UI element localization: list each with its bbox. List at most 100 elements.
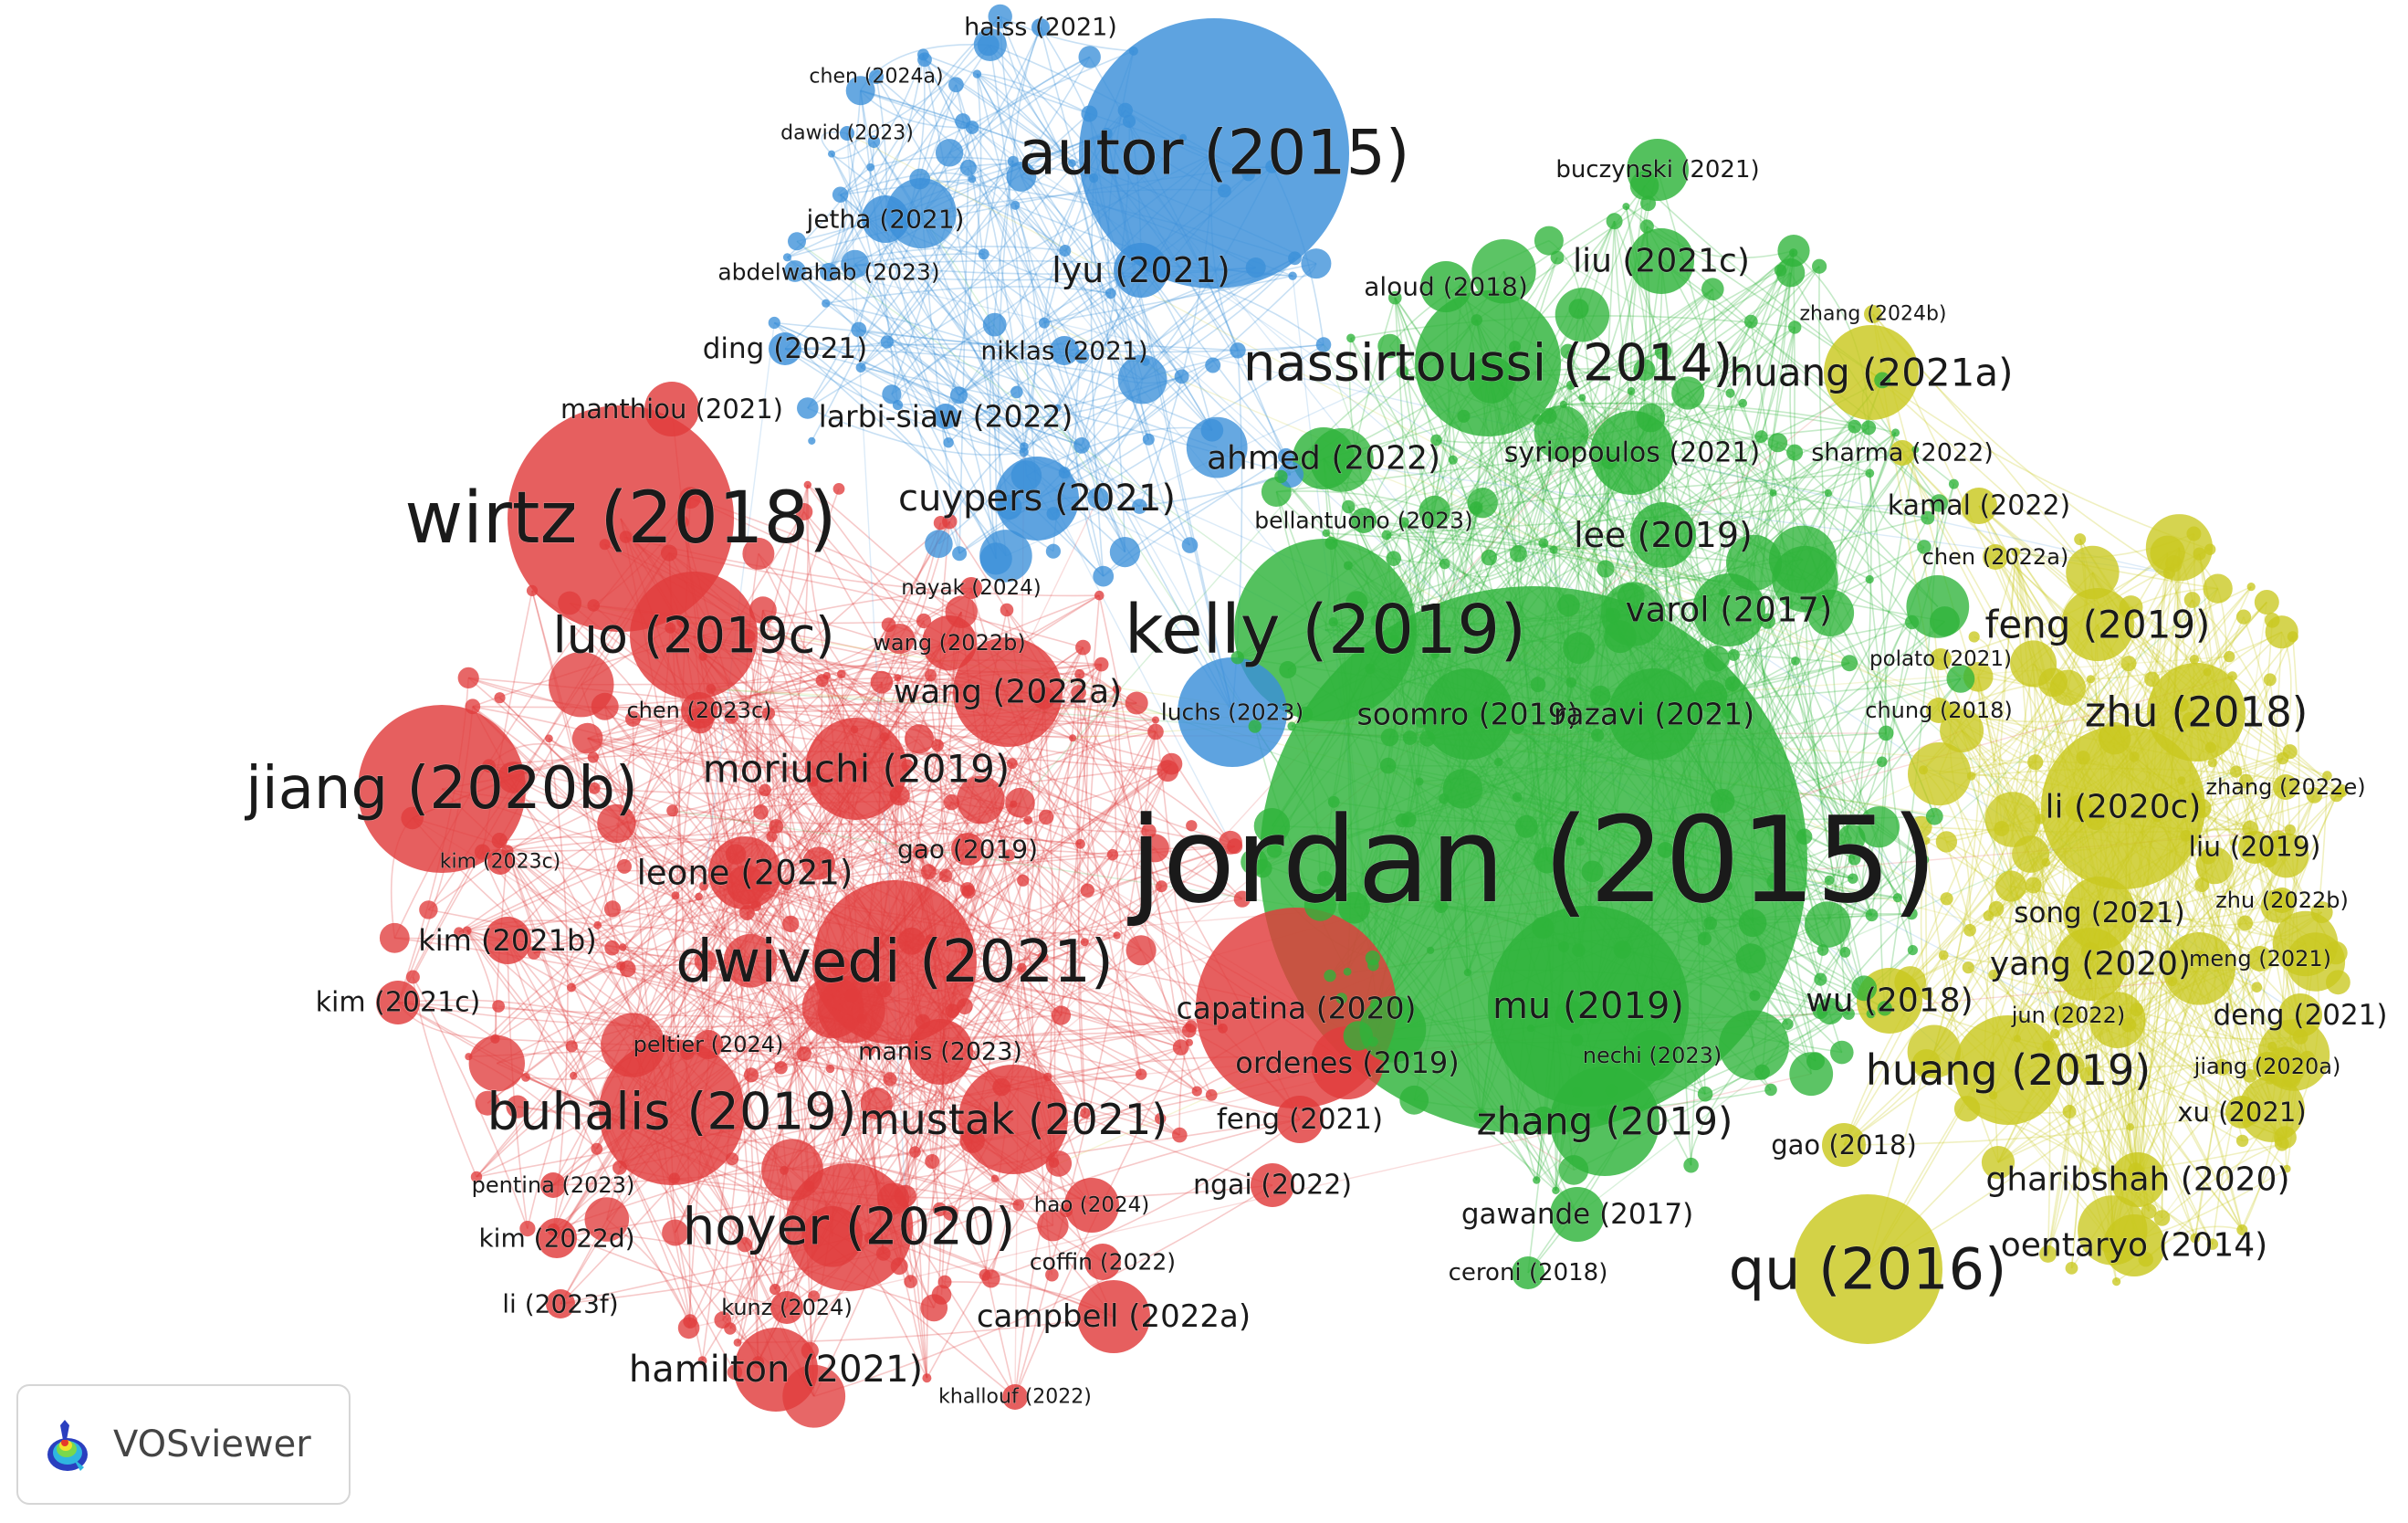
publication-node-unlabeled[interactable] [1112,685,1122,694]
publication-node-unlabeled[interactable] [1930,494,1948,512]
publication-node-unlabeled[interactable] [770,1284,781,1296]
publication-node-unlabeled[interactable] [1434,899,1449,913]
publication-node-unlabeled[interactable] [945,1003,960,1018]
publication-node-unlabeled[interactable] [1343,1021,1374,1051]
publication-node-unlabeled[interactable] [1559,400,1567,409]
publication-node-unlabeled[interactable] [1841,655,1858,672]
publication-node-unlabeled[interactable] [856,1014,867,1024]
publication-node-unlabeled[interactable] [1185,1020,1198,1033]
publication-node-unlabeled[interactable] [1174,369,1189,384]
publication-node-unlabeled[interactable] [863,1044,875,1056]
publication-node-unlabeled[interactable] [1419,730,1436,747]
publication-node-unlabeled[interactable] [725,844,747,865]
publication-node-unlabeled[interactable] [1837,824,1866,853]
publication-node-unlabeled[interactable] [558,591,581,615]
publication-node-unlabeled[interactable] [925,934,937,947]
publication-node-unlabeled[interactable] [1010,200,1021,210]
publication-node[interactable] [1628,228,1694,294]
publication-node[interactable] [820,263,838,281]
publication-node-unlabeled[interactable] [1894,966,1927,998]
publication-node-unlabeled[interactable] [2126,1123,2134,1131]
publication-node-unlabeled[interactable] [2099,1236,2116,1253]
publication-node-unlabeled[interactable] [1530,677,1546,693]
publication-node-unlabeled[interactable] [497,762,529,793]
publication-node-unlabeled[interactable] [1473,1108,1488,1124]
publication-node-unlabeled[interactable] [894,1184,916,1208]
publication-node-unlabeled[interactable] [2292,1029,2309,1045]
publication-node-unlabeled[interactable] [1069,734,1077,742]
publication-node-unlabeled[interactable] [676,616,688,628]
publication-node-unlabeled[interactable] [1117,354,1167,404]
publication-node-unlabeled[interactable] [465,1053,473,1061]
publication-node-unlabeled[interactable] [1398,517,1409,528]
publication-node-unlabeled[interactable] [2282,1069,2301,1088]
publication-node-unlabeled[interactable] [2235,1134,2249,1148]
publication-node-unlabeled[interactable] [801,846,835,880]
publication-node-unlabeled[interactable] [1396,365,1409,379]
publication-node-unlabeled[interactable] [759,881,771,893]
publication-node-unlabeled[interactable] [2129,751,2140,762]
publication-node-unlabeled[interactable] [724,1322,737,1335]
publication-node-unlabeled[interactable] [2180,830,2193,842]
publication-node-unlabeled[interactable] [1935,831,1958,853]
publication-node-unlabeled[interactable] [1053,404,1062,412]
publication-node-unlabeled[interactable] [759,783,771,797]
publication-node-unlabeled[interactable] [978,248,989,260]
publication-node-unlabeled[interactable] [2283,1164,2291,1173]
publication-node-unlabeled[interactable] [1701,278,1724,301]
publication-node-unlabeled[interactable] [875,981,893,998]
publication-node-unlabeled[interactable] [1911,446,1920,454]
publication-node-unlabeled[interactable] [1367,959,1379,972]
publication-node-unlabeled[interactable] [1601,453,1618,470]
publication-node-unlabeled[interactable] [457,667,479,689]
publication-node-unlabeled[interactable] [2111,1245,2123,1256]
publication-node-unlabeled[interactable] [1983,910,1994,921]
publication-node-unlabeled[interactable] [570,1071,578,1080]
publication-node-unlabeled[interactable] [1288,271,1297,280]
publication-node-unlabeled[interactable] [1657,842,1674,858]
publication-node-unlabeled[interactable] [616,961,626,972]
publication-node-unlabeled[interactable] [909,168,931,190]
publication-node-unlabeled[interactable] [2243,1068,2257,1083]
publication-node[interactable] [537,1218,577,1258]
publication-node-unlabeled[interactable] [588,782,601,794]
publication-node-unlabeled[interactable] [1185,1038,1193,1046]
publication-node-unlabeled[interactable] [943,794,960,811]
publication-node-unlabeled[interactable] [2062,1105,2077,1119]
publication-node-unlabeled[interactable] [742,537,775,570]
publication-node-unlabeled[interactable] [1039,317,1050,329]
publication-node-unlabeled[interactable] [822,672,831,680]
publication-node-unlabeled[interactable] [1147,723,1164,740]
publication-node-unlabeled[interactable] [1698,931,1712,946]
publication-node[interactable] [1824,325,1919,420]
publication-node-unlabeled[interactable] [1640,195,1656,212]
publication-node-unlabeled[interactable] [2284,824,2296,836]
publication-node-unlabeled[interactable] [1552,1186,1560,1195]
publication-node-unlabeled[interactable] [1059,1203,1073,1218]
publication-node-unlabeled[interactable] [932,1202,947,1216]
publication-node-unlabeled[interactable] [1953,1096,1981,1122]
publication-node[interactable] [358,705,526,873]
publication-node[interactable] [630,572,758,699]
publication-node-unlabeled[interactable] [875,1246,891,1261]
publication-node-unlabeled[interactable] [1789,248,1798,257]
publication-node-unlabeled[interactable] [803,480,811,489]
publication-node-unlabeled[interactable] [1805,901,1851,948]
publication-node[interactable] [1512,1256,1544,1289]
publication-node-unlabeled[interactable] [2322,771,2332,781]
publication-node[interactable] [1420,261,1471,312]
publication-node[interactable] [1114,243,1168,298]
publication-node-unlabeled[interactable] [475,1090,500,1116]
publication-node-unlabeled[interactable] [2080,941,2100,961]
publication-node-unlabeled[interactable] [726,865,766,905]
publication-node[interactable] [2247,946,2273,972]
publication-node-unlabeled[interactable] [1510,545,1527,562]
publication-node-unlabeled[interactable] [766,831,778,843]
publication-node-unlabeled[interactable] [1816,944,1829,956]
publication-node-unlabeled[interactable] [2025,877,2042,894]
publication-node[interactable] [840,126,854,141]
publication-node[interactable] [1630,502,1696,568]
publication-node-unlabeled[interactable] [1419,495,1450,528]
publication-node-unlabeled[interactable] [1892,893,1902,903]
publication-node-unlabeled[interactable] [1534,846,1561,874]
